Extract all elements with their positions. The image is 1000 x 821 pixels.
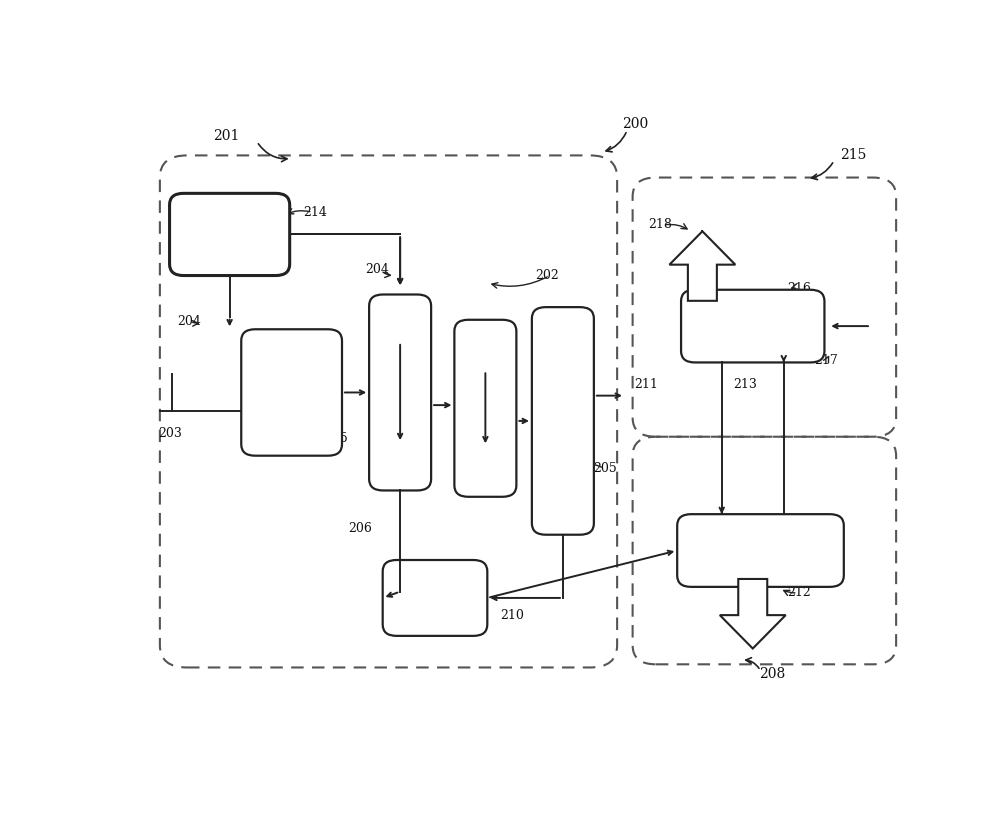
Text: 211: 211	[634, 378, 658, 391]
Text: 214: 214	[303, 206, 327, 219]
Text: 204: 204	[365, 263, 389, 276]
Polygon shape	[669, 232, 735, 300]
Text: 202: 202	[536, 269, 559, 282]
Text: 201: 201	[213, 130, 239, 144]
FancyBboxPatch shape	[532, 307, 594, 534]
FancyBboxPatch shape	[369, 295, 431, 490]
FancyBboxPatch shape	[677, 514, 844, 587]
Text: 202: 202	[243, 333, 267, 346]
Text: 207: 207	[386, 608, 410, 620]
FancyBboxPatch shape	[383, 560, 487, 635]
Text: 215: 215	[840, 149, 867, 163]
Text: 212: 212	[787, 586, 811, 599]
Text: 213: 213	[733, 378, 757, 391]
Text: 200: 200	[622, 117, 648, 131]
Text: 203: 203	[158, 427, 182, 440]
Text: 205: 205	[324, 432, 348, 445]
Text: 217: 217	[814, 355, 838, 367]
Text: 206: 206	[348, 522, 372, 535]
FancyBboxPatch shape	[681, 290, 824, 362]
FancyBboxPatch shape	[454, 319, 516, 497]
Text: 210: 210	[501, 608, 524, 621]
Text: 208: 208	[759, 667, 785, 681]
Text: 204: 204	[177, 314, 201, 328]
FancyBboxPatch shape	[170, 193, 290, 276]
FancyBboxPatch shape	[241, 329, 342, 456]
Polygon shape	[720, 579, 786, 649]
Text: 216: 216	[787, 282, 811, 295]
Text: 218: 218	[648, 218, 672, 232]
Text: 205: 205	[594, 462, 617, 475]
Text: 209: 209	[807, 516, 830, 529]
